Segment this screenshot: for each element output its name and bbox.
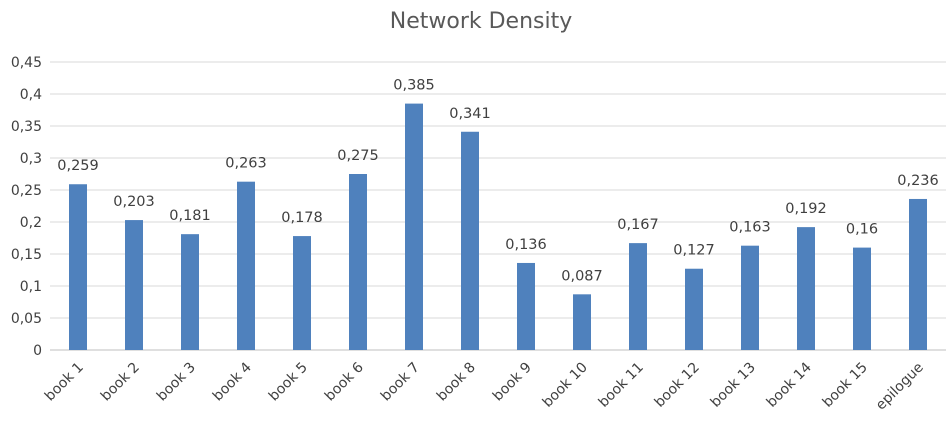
x-tick-label: book 2 [98,360,143,405]
y-tick-label: 0,1 [20,279,42,295]
data-label: 0,181 [169,208,211,224]
data-label: 0,167 [617,217,659,233]
data-label: 0,178 [281,210,323,226]
bar [629,243,647,350]
data-labels: 0,259 0,203 0,181 0,263 0,178 0,275 0,385 0,341… [57,78,939,285]
bar [349,174,367,350]
data-label: 0,341 [449,106,491,122]
bar [405,103,423,350]
bars [69,103,927,350]
data-label: 0,203 [113,194,155,210]
x-tick-label: book 15 [820,360,871,411]
x-tick-label: book 13 [708,360,759,411]
bar [685,268,703,350]
bar [125,220,143,350]
data-label: 0,16 [846,222,878,238]
x-tick-label: epilogue [873,360,927,414]
y-tick-label: 0,3 [20,151,42,167]
chart-title: Network Density [390,9,573,34]
bar [69,184,87,350]
x-tick-label: book 7 [378,360,423,405]
y-tick-label: 0,2 [20,215,42,231]
data-label: 0,385 [393,78,435,94]
x-tick-label: book 5 [266,360,311,405]
bar [909,198,927,350]
bar [853,247,871,350]
bar [293,236,311,350]
data-label: 0,163 [729,220,771,236]
y-tick-label: 0,05 [11,311,42,327]
data-label: 0,087 [561,268,603,284]
x-tick-label: book 9 [490,360,535,405]
data-label: 0,192 [785,201,827,217]
x-tick-label: book 3 [154,360,199,405]
y-axis-ticks: 0 0,05 0,1 0,15 0,2 0,25 0,3 0,35 0,4 0,45 [11,55,42,359]
bar [237,181,255,350]
bar [181,234,199,350]
bar [797,227,815,350]
x-tick-label: book 12 [652,360,703,411]
y-tick-label: 0 [33,343,42,359]
data-label: 0,263 [225,156,267,172]
x-tick-label: book 8 [434,360,479,405]
y-tick-label: 0,4 [20,87,42,103]
data-label: 0,259 [57,158,99,174]
x-tick-label: book 6 [322,359,367,404]
data-label: 0,236 [897,173,939,189]
y-tick-label: 0,25 [11,183,42,199]
bar [517,262,535,350]
bar [741,245,759,350]
x-tick-label: book 4 [210,359,255,404]
y-tick-label: 0,15 [11,247,42,263]
bar [573,294,591,350]
data-label: 0,136 [505,237,547,253]
x-tick-label: book 14 [764,359,815,410]
gridlines [50,61,946,351]
y-tick-label: 0,45 [11,55,42,71]
data-label: 0,275 [337,148,379,164]
x-tick-label: book 1 [42,360,87,405]
x-tick-label: book 10 [540,360,591,411]
y-tick-label: 0,35 [11,119,42,135]
x-tick-label: book 11 [596,360,647,411]
data-label: 0,127 [673,243,715,259]
x-axis-ticks: book 1 book 2 book 3 book 4 book 5 book 6 book… [42,359,927,413]
bar [461,131,479,350]
